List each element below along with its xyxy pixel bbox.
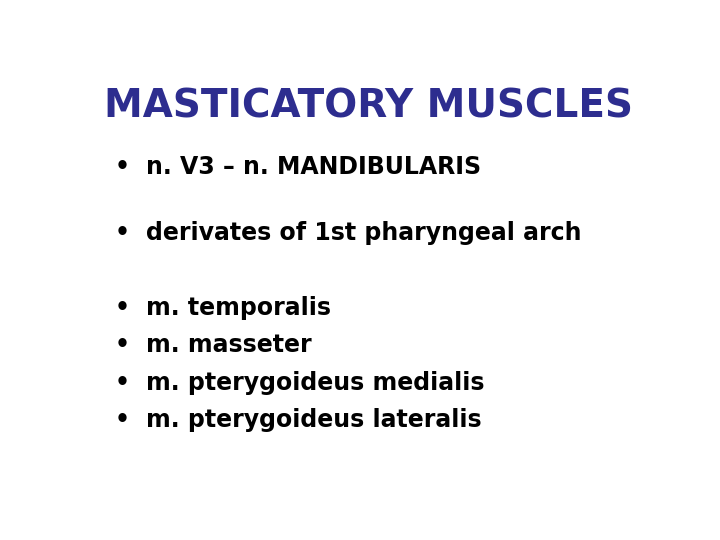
Text: m. pterygoideus medialis: m. pterygoideus medialis <box>145 371 485 395</box>
Text: m. masseter: m. masseter <box>145 334 312 357</box>
Text: n. V3 – n. MANDIBULARIS: n. V3 – n. MANDIBULARIS <box>145 154 481 179</box>
Text: MASTICATORY MUSCLES: MASTICATORY MUSCLES <box>104 87 634 126</box>
Text: •: • <box>115 296 130 320</box>
Text: m. temporalis: m. temporalis <box>145 296 330 320</box>
Text: •: • <box>115 371 130 395</box>
Text: •: • <box>115 221 130 245</box>
Text: derivates of 1st pharyngeal arch: derivates of 1st pharyngeal arch <box>145 221 581 245</box>
Text: •: • <box>115 154 130 179</box>
Text: m. pterygoideus lateralis: m. pterygoideus lateralis <box>145 408 482 433</box>
Text: •: • <box>115 408 130 433</box>
Text: •: • <box>115 334 130 357</box>
